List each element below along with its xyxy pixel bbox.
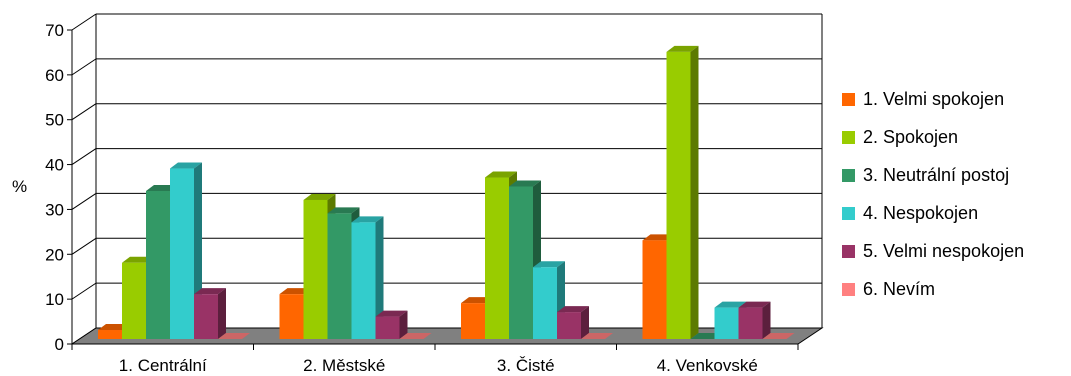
bar-side [581,306,589,339]
bars [98,45,795,340]
y-tick-label: 0 [55,335,64,354]
bar-top [581,333,613,339]
x-tick-label: 1. Centrální [119,356,207,375]
bar-front [485,177,509,339]
legend-swatch [842,282,855,296]
bar-side [375,216,384,339]
bar-front [122,262,146,339]
bar-top [714,301,747,308]
bar-front [533,267,557,339]
legend-label: 4. Nespokojen [863,202,979,223]
bar [557,306,589,339]
bar-top [738,301,771,308]
bar [194,288,226,339]
bar [581,333,613,339]
legend-swatch [842,168,855,182]
bar-top [533,261,565,268]
bar-top [762,333,795,339]
gridline-side [71,103,97,121]
legend-swatch [842,244,855,258]
y-tick-label: 60 [45,66,64,85]
gridline-side [71,282,97,300]
bar [351,216,384,339]
legend-label: 2. Spokojen [863,126,959,147]
y-tick-label: 20 [45,245,64,264]
grid-lines [71,13,823,345]
y-tick-label: 70 [45,21,64,40]
bar-top [485,171,517,178]
bar-front [461,303,485,339]
bar-side [399,310,408,339]
legend-item: 3. Neutrální postoj [842,156,1067,194]
bar [218,333,250,339]
bar-front [351,222,376,339]
bar-top [399,333,432,339]
legend-item: 5. Velmi nespokojen [842,232,1067,270]
bar [375,310,408,339]
bar-front [714,307,739,339]
bar-top [351,216,384,223]
legend-label: 5. Velmi nespokojen [863,240,1025,261]
x-tick-label: 3. Čisté [497,356,555,375]
bar-side [218,288,226,339]
bar [762,333,795,339]
bar-front [738,307,763,339]
bar-top [327,207,360,214]
y-tick-label: 50 [45,111,64,130]
bar-front [375,316,400,339]
bar-top [557,306,589,313]
bar-front [194,294,218,339]
legend-item: 1. Velmi spokojen [842,80,1067,118]
y-tick-label: 10 [45,290,64,309]
legend-label: 3. Neutrální postoj [863,164,1010,185]
x-axis: 1. Centrální 2. Městské 3. Čisté 4. Venkovs… [71,343,799,375]
bar-top [375,310,408,317]
y-tick-label: 40 [45,156,64,175]
y-axis-label: % [12,177,27,196]
bar-front [509,186,533,339]
bar-front [642,240,667,339]
legend-swatch [842,206,855,220]
bar-side [690,45,699,340]
bar-front [557,312,581,339]
y-tick-label: 30 [45,200,64,219]
bar-front [98,330,122,339]
bar-front [170,168,194,339]
gridline-side [71,58,97,76]
gridline-side [71,193,97,210]
bar-top [194,288,226,295]
bar-front [666,51,691,340]
bar-top [303,193,336,200]
gridline-side [71,13,97,31]
bar [738,301,771,339]
legend-swatch [842,92,855,106]
y-axis: 0 10 20 30 40 50 60 70 [45,21,73,354]
bar-top [170,162,202,169]
gridline-side [71,237,97,255]
legend-item: 4. Nespokojen [842,194,1067,232]
legend-label: 1. Velmi spokojen [863,88,1005,109]
legend: 1. Velmi spokojen 2. Spokojen 3. Neutrální… [842,80,1067,308]
legend-item: 2. Spokojen [842,118,1067,156]
bar-side [762,301,771,339]
bar-front [303,199,328,339]
bar-front [146,190,170,339]
bar-top [509,180,541,187]
bar-top [218,333,250,339]
x-tick-label: 4. Venkovské [657,356,758,375]
bar-front [279,294,304,339]
bar [666,45,699,340]
legend-swatch [842,130,855,144]
legend-label: 6. Nevím [863,278,936,299]
bar-front [327,213,352,339]
bar [399,333,432,339]
gridline-side [71,148,97,165]
x-tick-label: 2. Městské [303,356,385,375]
bar-top [666,45,699,52]
legend-item: 6. Nevím [842,270,1067,308]
